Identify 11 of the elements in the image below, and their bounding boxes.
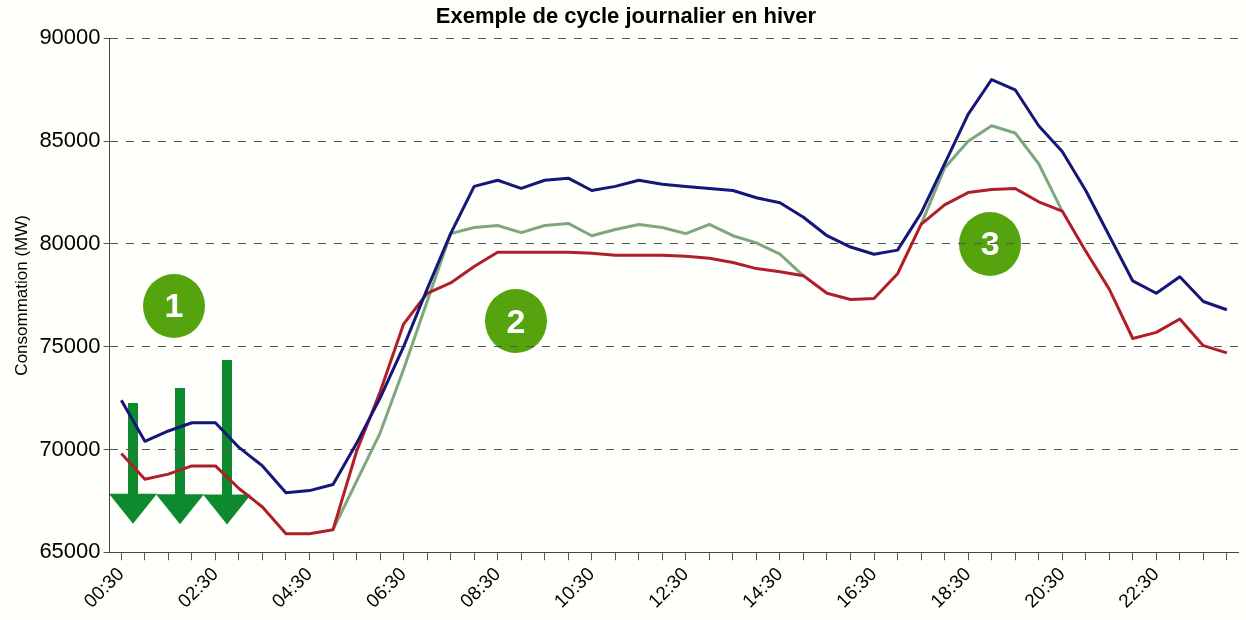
y-tick-label: 90000 — [39, 24, 101, 50]
number-badge: 2 — [485, 289, 548, 353]
number-badge: 3 — [959, 211, 1022, 276]
y-tick-label: 85000 — [39, 127, 101, 153]
y-tick-label: 80000 — [39, 230, 101, 256]
y-tick-label: 70000 — [39, 435, 101, 461]
y-axis-title: Consommation (MW) — [11, 215, 31, 376]
y-tick-label: 75000 — [39, 332, 101, 358]
y-tick-label: 65000 — [39, 538, 101, 564]
number-badge: 1 — [142, 273, 205, 338]
chart-title: Exemple de cycle journalier en hiver — [435, 3, 817, 29]
